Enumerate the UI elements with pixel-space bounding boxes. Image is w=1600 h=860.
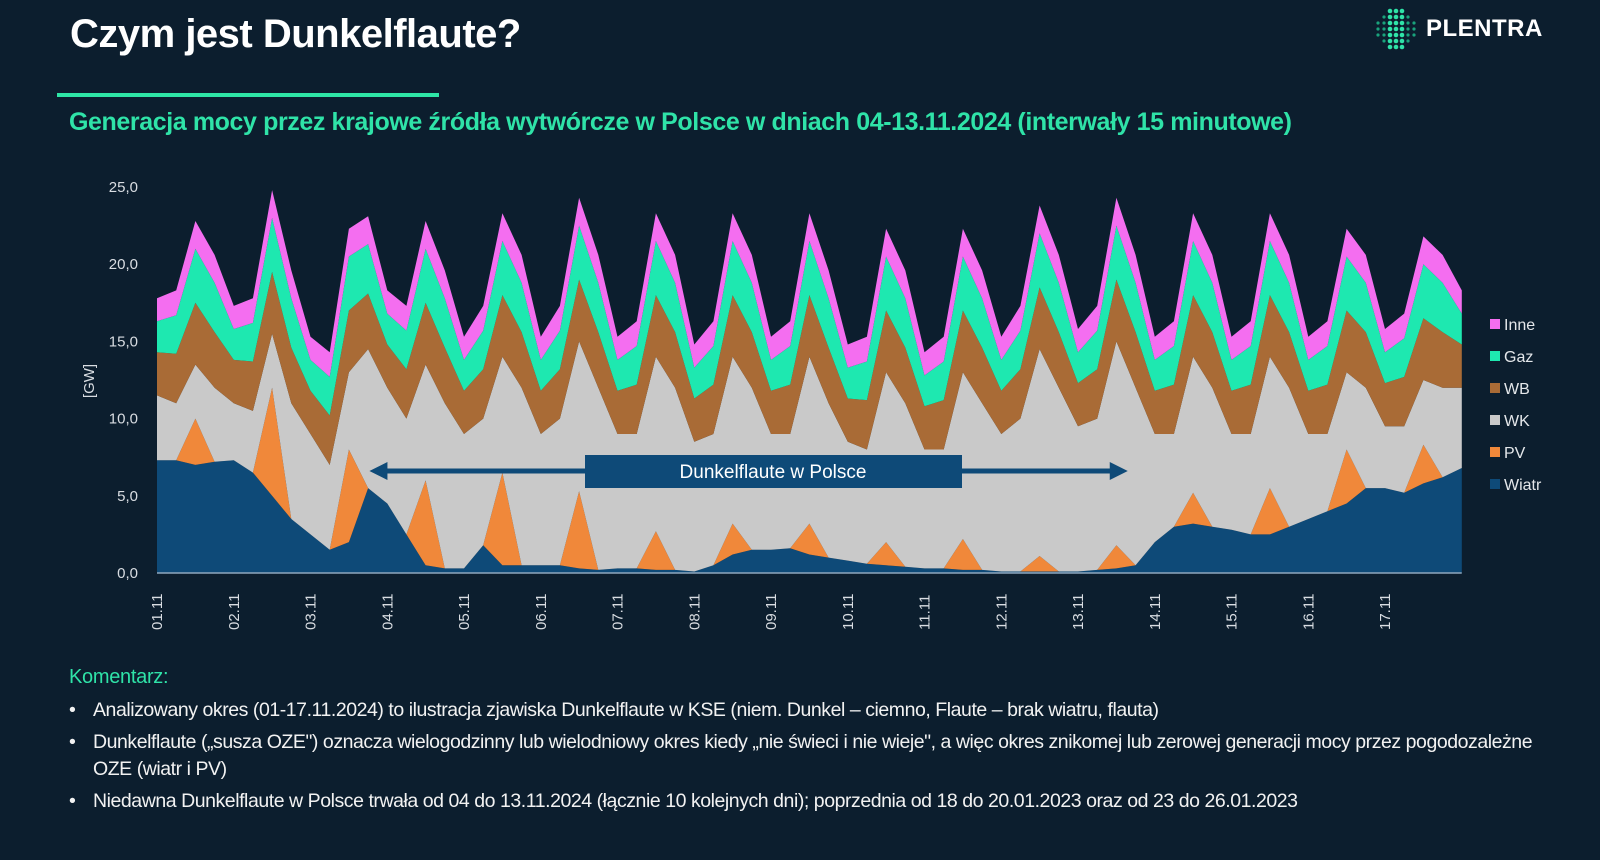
comment-item: Analizowany okres (01-17.11.2024) to ilu… — [69, 697, 1589, 724]
logo-dot — [1406, 27, 1410, 31]
logo-dot — [1393, 14, 1399, 20]
logo-dot — [1387, 8, 1393, 14]
y-tick-label: 10,0 — [109, 411, 138, 428]
y-tick-label: 5,0 — [117, 488, 138, 505]
x-tick-label: 09.11 — [763, 594, 780, 630]
logo-dot — [1393, 26, 1399, 32]
stacked-area-chart: 0,0 5,0 10,0 15,0 20,0 25,0 [GW] 01.11 02.11 03.1… — [81, 179, 1542, 630]
legend-label: Gaz — [1504, 349, 1533, 366]
legend-swatch — [1490, 319, 1500, 329]
logo-dot — [1382, 21, 1386, 25]
logo-dot — [1382, 39, 1386, 43]
y-tick-label: 25,0 — [109, 179, 138, 196]
legend-swatch — [1490, 383, 1500, 393]
comment-item: Niedawna Dunkelflaute w Polsce trwała od… — [69, 788, 1589, 815]
logo-dot — [1399, 44, 1405, 50]
logo-dot — [1376, 27, 1380, 31]
logo-dot — [1393, 32, 1399, 38]
x-tick-label: 14.11 — [1147, 594, 1164, 630]
series-area-wiatr — [157, 460, 1462, 573]
logo-dot — [1387, 20, 1393, 26]
logo-dot — [1406, 21, 1410, 25]
legend-swatch — [1490, 351, 1500, 361]
x-tick-label: 11.11 — [917, 595, 934, 630]
page-title: Czym jest Dunkelflaute? — [70, 12, 521, 56]
x-tick-label: 05.11 — [456, 594, 473, 630]
arrow-left-icon — [369, 462, 388, 480]
title-underline — [57, 93, 439, 97]
legend-label: Wiatr — [1504, 477, 1542, 494]
logo: PLENTRA — [1374, 6, 1543, 52]
x-tick-label: 01.11 — [149, 594, 166, 630]
legend-label: PV — [1504, 445, 1526, 462]
x-tick-label: 03.11 — [303, 594, 320, 630]
logo-dot — [1399, 32, 1405, 38]
x-tick-label: 10.11 — [840, 594, 857, 630]
logo-dots-icon — [1376, 8, 1416, 50]
logo-dot — [1382, 33, 1386, 37]
x-tick-label: 17.11 — [1377, 594, 1394, 630]
logo-dot — [1412, 33, 1416, 37]
y-tick-label: 20,0 — [109, 256, 138, 273]
legend-label: Inne — [1504, 317, 1535, 334]
logo-dot — [1393, 20, 1399, 26]
x-tick-label: 13.11 — [1070, 594, 1087, 630]
series-area-gaz — [157, 217, 1462, 416]
logo-dot — [1406, 15, 1410, 19]
logo-dot — [1406, 33, 1410, 37]
logo-dot — [1387, 26, 1393, 32]
annotation-label: Dunkelflaute w Polsce — [680, 462, 867, 483]
comments-heading: Komentarz: — [69, 666, 169, 688]
logo-dot — [1387, 44, 1393, 50]
logo-dot — [1406, 39, 1410, 43]
logo-dot — [1399, 38, 1405, 44]
logo-dot — [1387, 32, 1393, 38]
logo-dot — [1399, 26, 1405, 32]
series-area-inne — [157, 190, 1462, 377]
logo-dot — [1382, 15, 1386, 19]
y-tick-label: 0,0 — [117, 565, 138, 582]
logo-dot — [1382, 27, 1386, 31]
logo-dot — [1393, 38, 1399, 44]
comments-section: Komentarz: Analizowany okres (01-17.11.2… — [69, 666, 1589, 820]
logo-dot — [1399, 14, 1405, 20]
series-area-wk — [157, 333, 1462, 572]
x-tick-label: 06.11 — [533, 594, 550, 630]
y-axis-label: [GW] — [81, 364, 98, 398]
logo-dot — [1376, 33, 1380, 37]
logo-dot — [1387, 38, 1393, 44]
y-tick-label: 15,0 — [109, 333, 138, 350]
comments-list: Analizowany okres (01-17.11.2024) to ilu… — [69, 697, 1589, 815]
legend-swatch — [1490, 479, 1500, 489]
logo-dot — [1412, 27, 1416, 31]
series-area-wb — [157, 271, 1462, 465]
x-tick-label: 16.11 — [1300, 594, 1317, 630]
series-area-pv — [157, 387, 1462, 572]
logo-dot — [1393, 8, 1399, 14]
chart-subtitle: Generacja mocy przez krajowe źródła wytw… — [69, 108, 1292, 136]
logo-text: PLENTRA — [1426, 15, 1543, 42]
legend-label: WK — [1504, 413, 1530, 430]
arrow-right-icon — [1109, 462, 1128, 480]
logo-dot — [1399, 8, 1405, 14]
logo-dot — [1412, 21, 1416, 25]
logo-dot — [1376, 21, 1380, 25]
legend-swatch — [1490, 447, 1500, 457]
legend-swatch — [1490, 415, 1500, 425]
x-tick-label: 04.11 — [379, 594, 396, 630]
x-tick-label: 15.11 — [1224, 594, 1241, 630]
x-tick-label: 07.11 — [610, 594, 627, 630]
x-tick-label: 02.11 — [226, 594, 243, 630]
logo-dot — [1393, 44, 1399, 50]
logo-dot — [1399, 20, 1405, 26]
annotation-box — [585, 455, 962, 488]
x-tick-label: 08.11 — [686, 594, 703, 630]
legend-label: WB — [1504, 381, 1530, 398]
comment-item: Dunkelflaute („susza OZE") oznacza wielo… — [69, 729, 1533, 783]
x-tick-label: 12.11 — [993, 594, 1010, 630]
logo-dot — [1387, 14, 1393, 20]
